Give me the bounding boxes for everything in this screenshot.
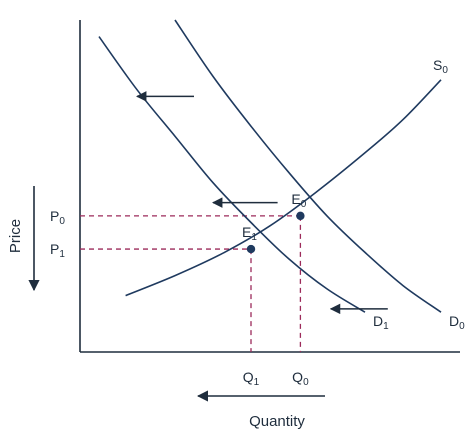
curve-label-d0: D0 <box>449 313 465 332</box>
x-tick-label-0: Q1 <box>243 369 260 388</box>
curve-label-d1: D1 <box>373 313 389 332</box>
curve-d0 <box>174 19 442 313</box>
curve-label-s0: S0 <box>433 57 448 76</box>
x-axis-title: Quantity <box>249 413 305 430</box>
curve-d1 <box>98 36 366 313</box>
y-tick-label-0: P0 <box>50 208 65 227</box>
equilibrium-point-1 <box>246 244 256 254</box>
y-axis-title: Price <box>7 219 24 253</box>
x-tick-label-1: Q0 <box>292 369 309 388</box>
equilibrium-label-1: E1 <box>242 224 257 243</box>
equilibrium-label-0: E0 <box>291 191 306 210</box>
curve-s0 <box>125 79 442 297</box>
y-tick-label-1: P1 <box>50 241 65 260</box>
equilibrium-point-0 <box>296 211 305 221</box>
